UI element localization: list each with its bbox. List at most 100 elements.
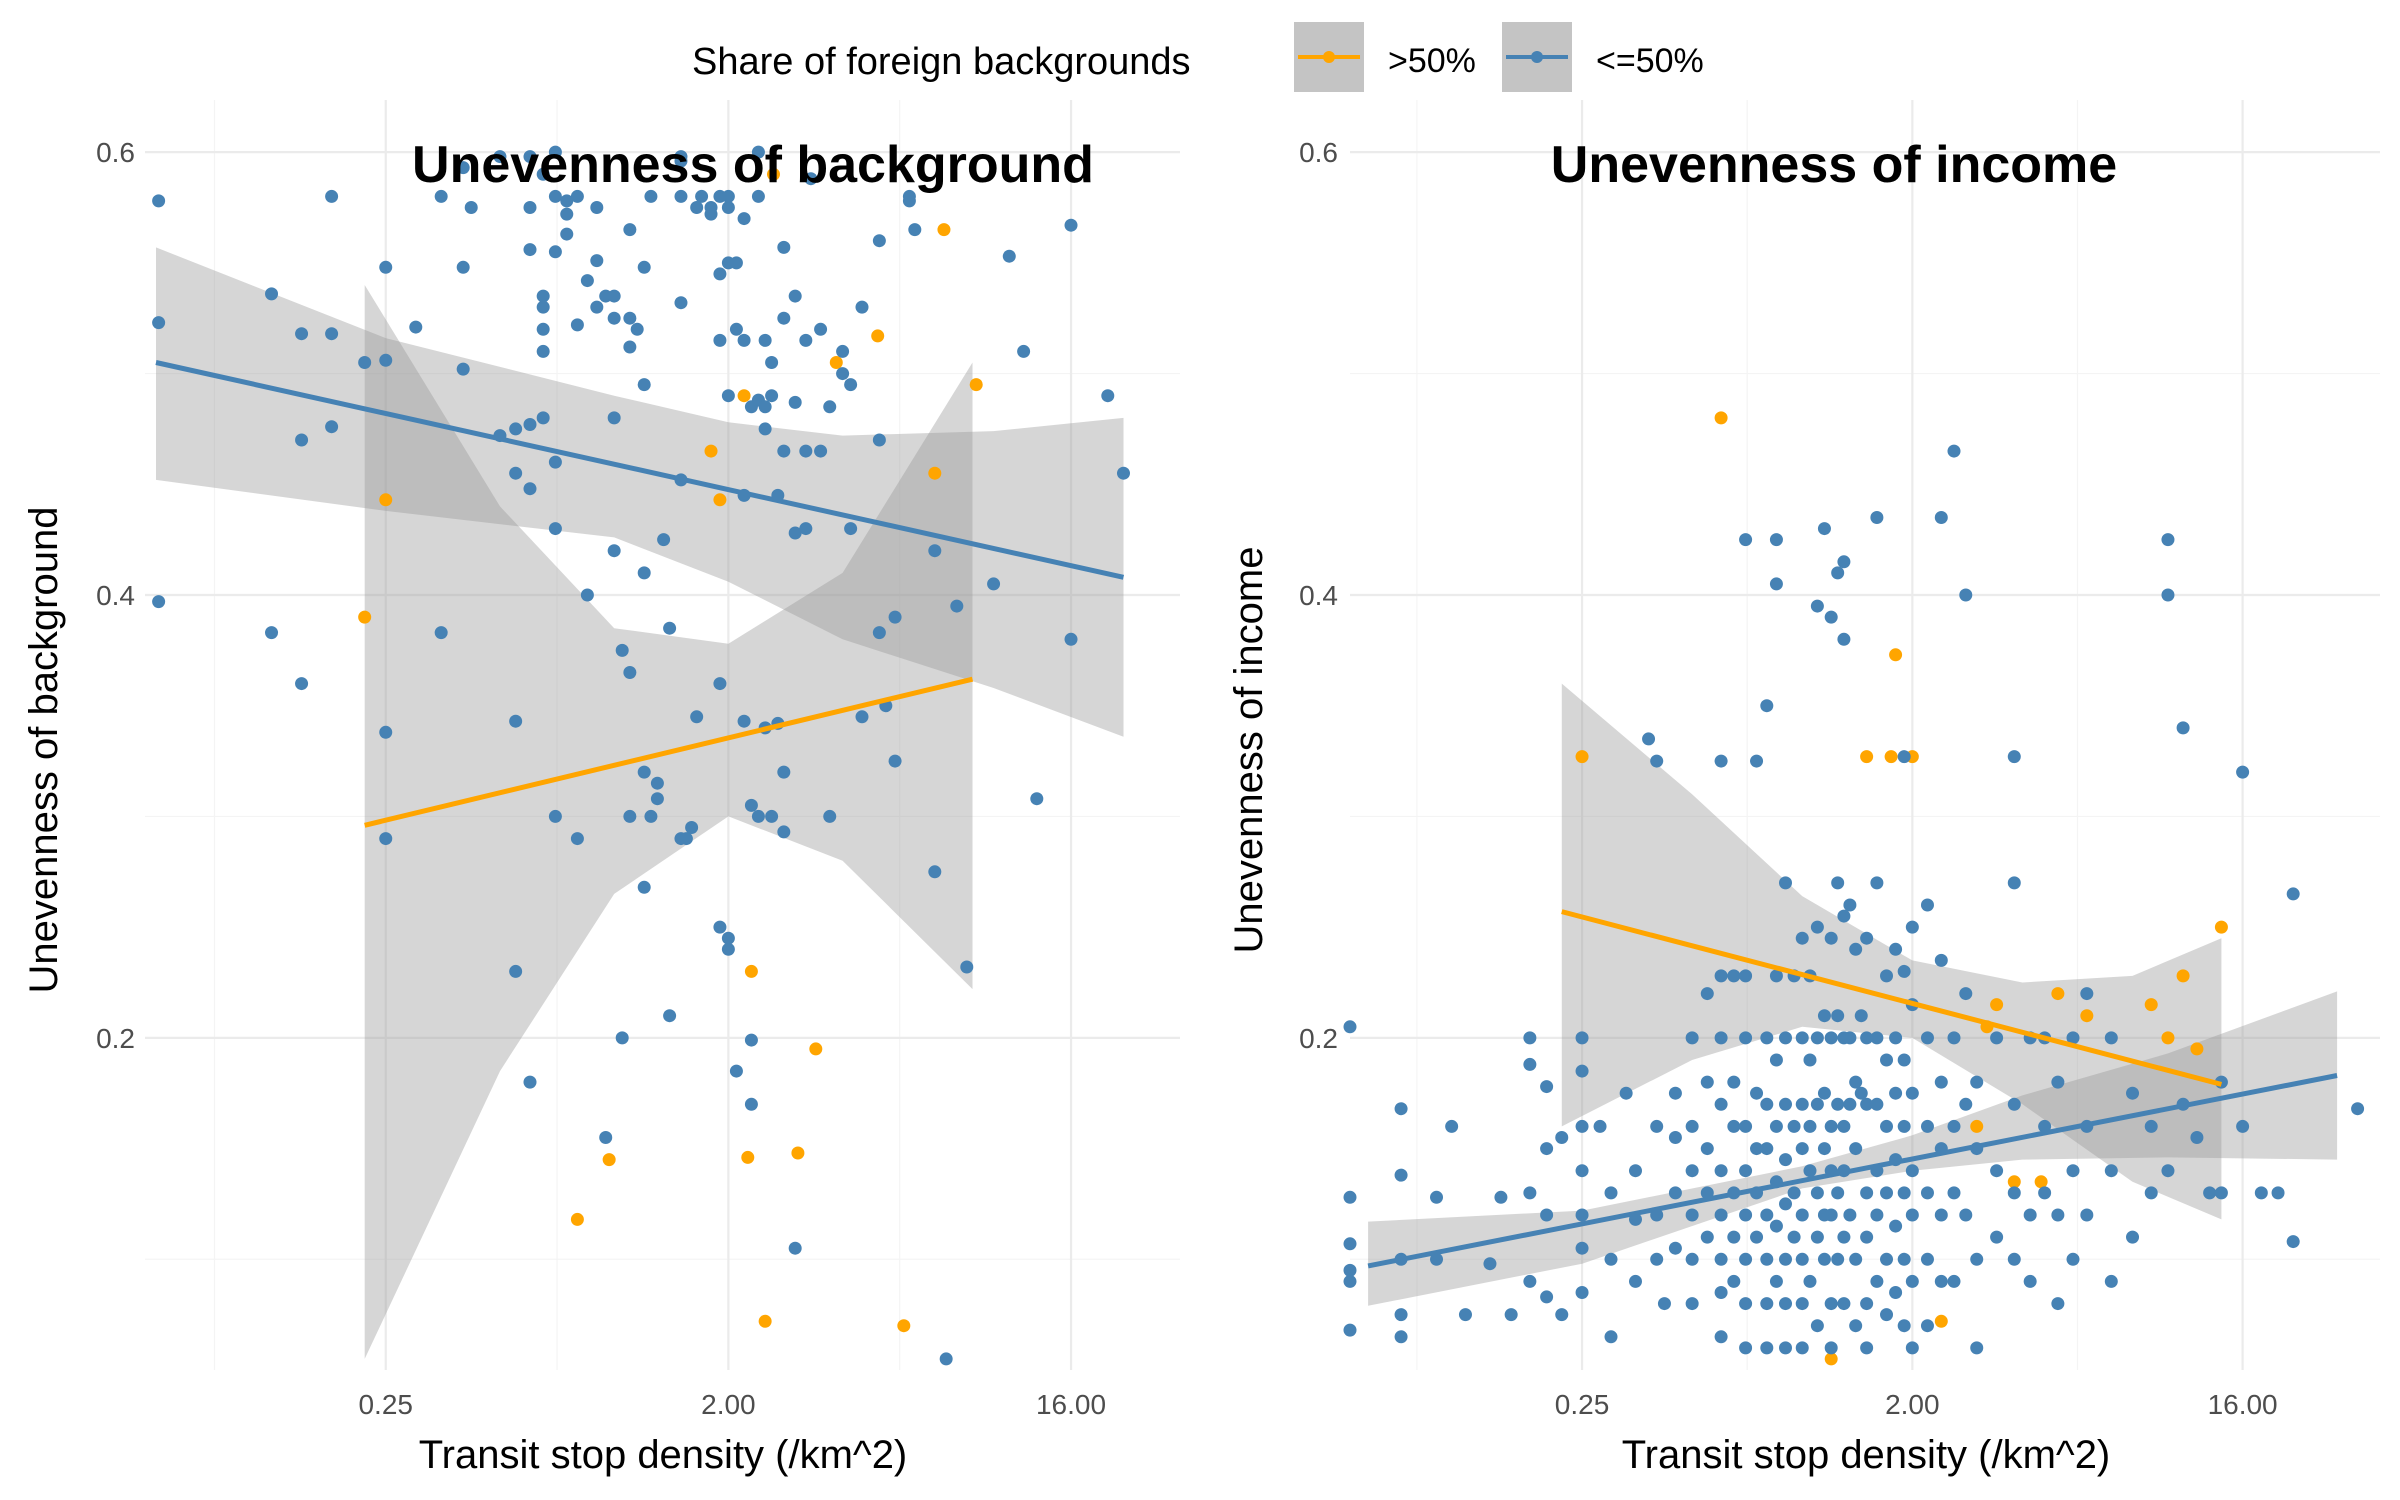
data-point: [1739, 1031, 1753, 1045]
fit-line: [155, 360, 1125, 580]
data-point: [1430, 1190, 1444, 1204]
data-point: [1575, 1208, 1589, 1222]
data-point: [152, 316, 166, 330]
data-point: [152, 194, 166, 208]
data-point: [1727, 1119, 1741, 1133]
data-point: [777, 240, 791, 254]
data-point: [844, 378, 858, 392]
data-point: [1685, 1164, 1699, 1178]
data-point: [2066, 1164, 2080, 1178]
data-point: [928, 466, 942, 480]
data-point: [1824, 1119, 1838, 1133]
data-point: [1769, 1219, 1783, 1233]
data-point: [1779, 1153, 1793, 1167]
data-point: [1787, 1186, 1801, 1200]
data-point: [1817, 1142, 1831, 1156]
fit-line: [1367, 1073, 2338, 1269]
data-point: [1934, 953, 1948, 967]
data-point: [1714, 1031, 1728, 1045]
data-point: [1810, 1186, 1824, 1200]
data-point: [1619, 1086, 1633, 1100]
data-point: [325, 327, 339, 341]
data-point: [1575, 1241, 1589, 1255]
data-point: [1824, 1352, 1838, 1366]
data-point: [1795, 1097, 1809, 1111]
data-point: [1714, 411, 1728, 425]
data-point: [744, 964, 758, 978]
data-point: [1739, 1341, 1753, 1355]
data-point: [2023, 1274, 2037, 1288]
data-point: [1523, 1186, 1537, 1200]
data-point: [1017, 344, 1031, 358]
data-point: [1849, 1319, 1863, 1333]
data-point: [2080, 1208, 2094, 1222]
data-point: [644, 189, 658, 203]
data-point: [1769, 1053, 1783, 1067]
data-point: [607, 311, 621, 325]
data-point: [1870, 1274, 1884, 1288]
data-point: [1970, 1119, 1984, 1133]
data-point: [560, 227, 574, 241]
data-point: [1769, 1119, 1783, 1133]
data-point: [2236, 765, 2250, 779]
data-point: [1934, 511, 1948, 524]
panel-income-points: [1343, 411, 2365, 1366]
data-point: [1824, 610, 1838, 624]
data-point: [1854, 1009, 1868, 1023]
data-point: [1947, 1119, 1961, 1133]
data-point: [1523, 1274, 1537, 1288]
data-point: [758, 1314, 772, 1328]
data-point: [844, 522, 858, 536]
data-point: [2034, 1175, 2048, 1189]
data-point: [788, 1241, 802, 1255]
data-point: [1779, 1097, 1793, 1111]
data-point: [607, 411, 621, 425]
data-point: [1714, 1208, 1728, 1222]
data-point: [1824, 1297, 1838, 1311]
legend-title: Share of foreign backgrounds: [692, 41, 1191, 83]
data-point: [1575, 1119, 1589, 1133]
data-point: [855, 300, 869, 314]
legend-key-over-50-point: [1323, 51, 1335, 63]
data-point: [1575, 1286, 1589, 1299]
data-point: [1803, 1053, 1817, 1067]
data-point: [1604, 1186, 1618, 1200]
data-point: [1540, 1080, 1554, 1094]
data-point: [1889, 648, 1903, 662]
data-point: [690, 201, 704, 214]
data-point: [695, 189, 709, 203]
data-point: [1860, 1097, 1874, 1111]
data-point: [1870, 1097, 1884, 1111]
data-point: [1795, 1297, 1809, 1311]
data-point: [679, 832, 693, 846]
data-point: [1824, 1031, 1838, 1045]
data-point: [509, 466, 523, 480]
data-point: [987, 577, 1001, 591]
data-point: [1880, 1119, 1894, 1133]
data-point: [765, 809, 779, 823]
data-point: [663, 621, 677, 635]
data-point: [623, 311, 637, 325]
data-point: [2066, 1252, 2080, 1266]
data-point: [509, 714, 523, 728]
data-point: [1750, 1086, 1764, 1100]
data-point: [928, 865, 942, 879]
data-point: [295, 677, 309, 691]
data-point: [1714, 1286, 1728, 1299]
data-point: [1030, 792, 1044, 806]
data-point: [1769, 533, 1783, 547]
data-point: [637, 260, 651, 274]
panel-income-tick-labels: 0.25 2.00 16.00 0.2 0.4 0.6: [1299, 137, 2278, 1420]
data-point: [872, 234, 886, 248]
data-point: [799, 444, 813, 458]
data-point: [1504, 1308, 1518, 1322]
data-point: [1959, 1097, 1973, 1111]
data-point: [1959, 588, 1973, 602]
data-point: [814, 322, 828, 336]
data-point: [1540, 1208, 1554, 1222]
data-point: [809, 1042, 823, 1056]
data-point: [1897, 1186, 1911, 1200]
data-point: [758, 400, 772, 414]
data-point: [325, 189, 339, 203]
data-point: [758, 333, 772, 347]
